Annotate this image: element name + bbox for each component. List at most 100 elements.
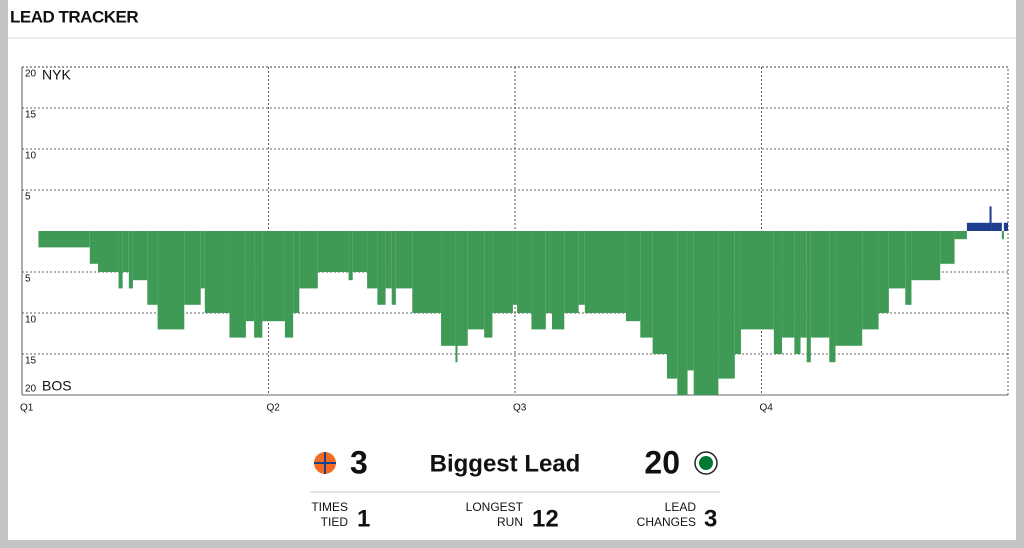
y-tick-label: 5	[25, 192, 31, 203]
lead-step	[954, 231, 967, 240]
lead-step	[299, 231, 318, 289]
lead-step	[352, 231, 368, 272]
x-tick-label: Q2	[267, 403, 281, 414]
lead-step	[806, 231, 811, 363]
lead-step	[122, 231, 129, 272]
lead-step	[229, 231, 246, 338]
lead-step	[293, 231, 300, 313]
lead-step	[551, 231, 565, 330]
stat-value: 12	[532, 505, 559, 532]
top-team: NYK	[42, 67, 71, 83]
y-tick-label: 10	[25, 151, 37, 162]
knicks-logo	[314, 452, 336, 474]
bos-biggest-lead: 20	[644, 444, 680, 480]
stat-value: 3	[704, 505, 717, 532]
lead-step	[584, 231, 626, 313]
lead-step	[773, 231, 783, 354]
lead-step	[118, 231, 123, 289]
lead-step	[991, 222, 1002, 231]
bottom-team: BOS	[42, 378, 72, 394]
frame: LEAD TRACKER 20 15 10 5 5 10 15 20 Q1 Q2 Q3 Q4 NYK …	[8, 0, 1016, 540]
lead-step	[262, 231, 285, 322]
x-tick-label: Q1	[20, 403, 34, 414]
stat-label: TIED	[321, 515, 349, 529]
lead-step	[677, 231, 688, 395]
celtics-logo	[694, 451, 718, 475]
lead-step	[457, 231, 468, 346]
lead-step	[157, 231, 185, 330]
lead-step	[98, 231, 119, 272]
lead-step	[652, 231, 668, 354]
lead-step	[455, 231, 458, 363]
lead-step	[531, 231, 546, 330]
stat-value: 1	[357, 505, 370, 532]
lead-step	[687, 231, 694, 371]
lead-step	[667, 231, 678, 379]
lead-step	[395, 231, 413, 289]
x-tick-label: Q4	[760, 403, 774, 414]
lead-step	[911, 231, 941, 281]
title: LEAD TRACKER	[10, 7, 138, 26]
x-tick-label: Q3	[513, 403, 527, 414]
lead-step	[367, 231, 378, 289]
stat-label: LEAD	[665, 500, 697, 514]
lead-step	[800, 231, 807, 338]
y-tick-label: 15	[25, 110, 37, 121]
lead-step	[377, 231, 386, 305]
lead-step	[317, 231, 349, 272]
lead-step	[578, 231, 585, 305]
lead-step	[132, 231, 148, 281]
y-tick-label: 20	[25, 69, 37, 80]
summary-title: Biggest Lead	[430, 450, 581, 477]
lead-step	[492, 231, 513, 313]
lead-step	[1001, 231, 1004, 240]
lead-step	[517, 231, 532, 313]
lead-step	[545, 231, 552, 313]
lead-step	[829, 231, 836, 363]
lead-step	[810, 231, 830, 338]
lead-step	[484, 231, 493, 338]
lead-step	[128, 231, 133, 289]
lead-step	[564, 231, 579, 313]
y-tick-label: 20	[25, 384, 37, 395]
stat-label: RUN	[497, 515, 523, 529]
lead-step	[254, 231, 263, 338]
lead-step	[245, 231, 255, 322]
nyk-biggest-lead: 3	[350, 444, 368, 480]
lead-step	[734, 231, 741, 354]
lead-step	[1003, 222, 1008, 231]
lead-step	[467, 231, 485, 330]
y-tick-label: 15	[25, 356, 37, 367]
lead-step	[878, 231, 889, 313]
lead-step	[204, 231, 230, 313]
lead-step	[89, 231, 99, 264]
lead-step	[640, 231, 653, 338]
lead-step	[385, 231, 392, 289]
y-tick-label: 10	[25, 315, 37, 326]
y-tick-label: 5	[25, 274, 31, 285]
lead-step	[888, 231, 906, 289]
stat-label: CHANGES	[637, 515, 696, 529]
stat-label: TIMES	[311, 500, 348, 514]
lead-step	[740, 231, 774, 330]
lead-step	[782, 231, 795, 338]
lead-step	[412, 231, 442, 313]
lead-step	[38, 231, 90, 248]
lead-step	[862, 231, 879, 330]
lead-step	[794, 231, 801, 354]
lead-step	[147, 231, 158, 305]
lead-step	[693, 231, 719, 395]
lead-step	[966, 222, 990, 231]
lead-step	[200, 231, 205, 289]
lead-step	[348, 231, 353, 281]
lead-step	[441, 231, 456, 346]
lead-step	[905, 231, 912, 305]
lead-step	[718, 231, 735, 379]
lead-step	[940, 231, 955, 264]
lead-step	[284, 231, 294, 338]
plot: 20 15 10 5 5 10 15 20 Q1 Q2 Q3 Q4	[20, 66, 1009, 414]
stat-label: LONGEST	[466, 500, 524, 514]
